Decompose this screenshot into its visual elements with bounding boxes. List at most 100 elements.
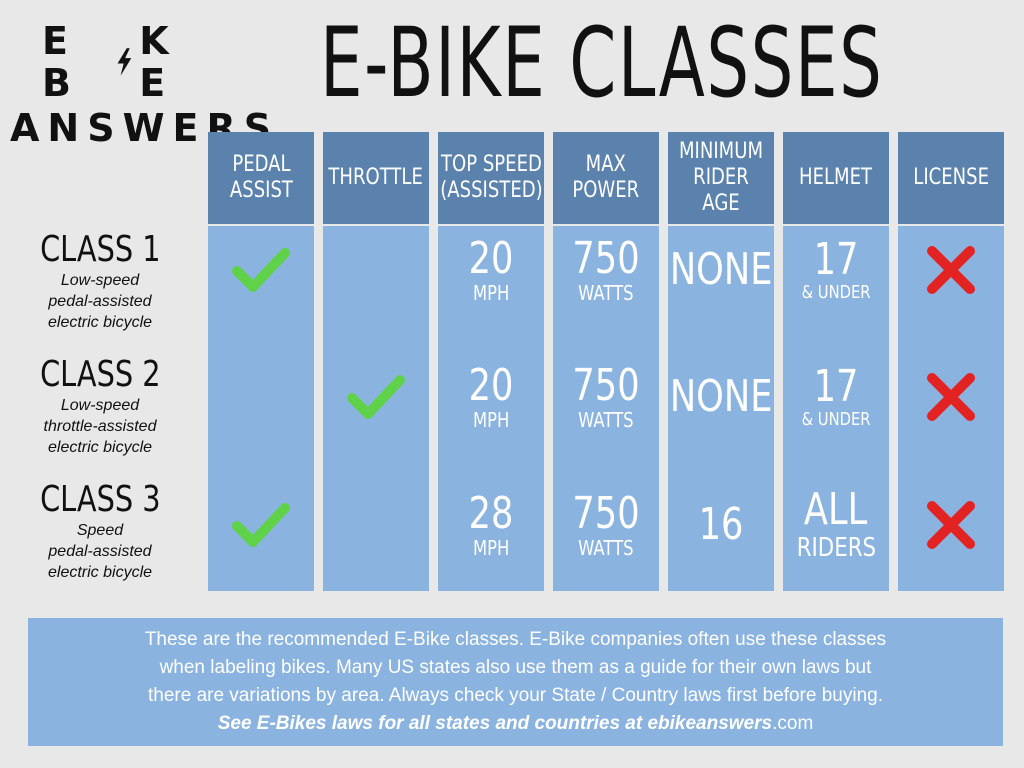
row-label-class-3: CLASS 3 Speed pedal-assisted electric bicyc… (10, 480, 190, 583)
class-name-text: CLASS 1 (39, 229, 161, 270)
class-description-line: electric bicycle (47, 439, 153, 456)
column-header-line2: (ASSISTED) (439, 178, 543, 203)
column-header: TOP SPEED (ASSISTED) (438, 132, 544, 224)
column-header-line1: TOP SPEED (440, 152, 542, 177)
class-description-line: pedal-assisted (48, 293, 152, 310)
column-header-label: THROTTLE (329, 165, 423, 191)
column-header: THROTTLE (323, 132, 429, 224)
cell-value: 750 (572, 233, 640, 284)
class-description-line: Speed (76, 522, 124, 539)
cell-value: 20 (468, 360, 514, 411)
column-header-line1: LICENSE (913, 165, 989, 190)
cell-value: NONE (669, 244, 773, 295)
column-min-age: MINIMUM RIDER AGE (668, 132, 774, 592)
footer-line2: when labeling bikes. Many US states also… (159, 657, 872, 678)
cell-value: 20 (468, 233, 514, 284)
cell-unit: RIDERS (796, 533, 876, 563)
column-helmet: HELMET (783, 132, 889, 592)
column-header-label: PEDAL ASSIST (229, 152, 292, 204)
row-label-class-1: CLASS 1 Low-speed pedal-assisted electric b… (10, 230, 190, 333)
column-header-line2: POWER (572, 178, 640, 203)
cell-unit: MPH (472, 281, 510, 305)
logo-text-ke: K E (139, 19, 177, 105)
column-header: HELMET (783, 132, 889, 224)
cell-top-speed-class-1: 20 MPH (438, 210, 544, 330)
column-body (783, 226, 889, 591)
class-name: CLASS 2 (10, 355, 190, 395)
cell-max-power-class-2: 750 WATTS (553, 337, 659, 457)
footer-line3: there are variations by area. Always che… (147, 685, 884, 706)
cross-icon (927, 246, 975, 294)
column-header-label: HELMET (799, 165, 872, 191)
class-description-line: Low-speed (60, 397, 140, 414)
column-header-line2: RIDER AGE (693, 165, 749, 216)
cell-unit: MPH (472, 536, 510, 560)
cell-helmet-class-3: ALL RIDERS (783, 465, 889, 585)
check-icon (232, 248, 290, 292)
cell-min-age-class-2: NONE (668, 337, 774, 457)
footer-line1: These are the recommended E-Bike classes… (144, 629, 887, 650)
cell-min-age-class-1: NONE (668, 210, 774, 330)
column-header-line2: ASSIST (229, 178, 293, 203)
cross-icon (927, 373, 975, 421)
cell-value: 16 (698, 499, 744, 550)
row-label-class-2: CLASS 2 Low-speed throttle-assisted electri… (10, 355, 190, 458)
footer-link-text: See E-Bikes laws for all states and coun… (217, 713, 773, 734)
cell-top-speed-class-3: 28 MPH (438, 465, 544, 585)
cell-unit: & UNDER (801, 409, 871, 430)
column-header-label: TOP SPEED (ASSISTED) (440, 152, 542, 204)
cell-helmet-class-1: 17 & UNDER (783, 210, 889, 330)
cell-value: ALL (804, 484, 868, 535)
logo-line1: E B K E (10, 20, 210, 104)
column-header: LICENSE (898, 132, 1004, 224)
cell-unit: WATTS (578, 408, 634, 432)
logo: E B K E ANSWERS (10, 20, 271, 152)
cell-pedal-assist-class-3 (208, 465, 314, 585)
column-header-line1: MINIMUM (678, 139, 764, 164)
cell-value: NONE (669, 371, 773, 422)
footer-link-domain: .com (772, 713, 814, 734)
cell-throttle-class-2 (323, 337, 429, 457)
check-icon (232, 503, 290, 547)
class-name: CLASS 3 (10, 480, 190, 520)
class-name-text: CLASS 3 (39, 479, 161, 520)
cell-min-age-class-3: 16 (668, 465, 774, 585)
cell-value: 17 (813, 361, 859, 412)
class-description-line: electric bicycle (47, 314, 153, 331)
cell-max-power-class-1: 750 WATTS (553, 210, 659, 330)
column-body (438, 226, 544, 591)
column-top-speed: TOP SPEED (ASSISTED) (438, 132, 544, 592)
class-name-text: CLASS 2 (39, 354, 161, 395)
cell-value: 750 (572, 360, 640, 411)
lightning-bolt-icon (117, 48, 132, 76)
column-header-line1: THROTTLE (328, 165, 424, 190)
cell-unit: MPH (472, 408, 510, 432)
cross-icon (927, 501, 975, 549)
cell-max-power-class-3: 750 WATTS (553, 465, 659, 585)
cell-unit: WATTS (578, 281, 634, 305)
column-header-label: LICENSE (913, 165, 989, 191)
column-header-line1: PEDAL (231, 152, 291, 177)
column-body (553, 226, 659, 591)
column-max-power: MAX POWER (553, 132, 659, 592)
cell-license-class-3 (898, 465, 1004, 585)
column-header: PEDAL ASSIST (208, 132, 314, 224)
class-description-line: electric bicycle (47, 564, 153, 581)
cell-unit: WATTS (578, 536, 634, 560)
cell-value: 750 (572, 488, 640, 539)
class-name: CLASS 1 (10, 230, 190, 270)
column-header-line1: MAX (585, 152, 627, 177)
column-header: MINIMUM RIDER AGE (668, 132, 774, 224)
column-throttle: THROTTLE (323, 132, 429, 592)
cell-value: 17 (813, 234, 859, 285)
column-header-label: MINIMUM RIDER AGE (678, 139, 765, 217)
cell-unit: & UNDER (801, 282, 871, 303)
footer-link[interactable]: See E-Bikes laws for all states and coun… (42, 710, 989, 738)
column-header: MAX POWER (553, 132, 659, 224)
cell-license-class-1 (898, 210, 1004, 330)
page-title: E-BIKE CLASSES (320, 7, 884, 119)
cell-license-class-2 (898, 337, 1004, 457)
column-header-line1: HELMET (799, 165, 873, 190)
cell-pedal-assist-class-1 (208, 210, 314, 330)
class-description-line: Low-speed (60, 272, 140, 289)
